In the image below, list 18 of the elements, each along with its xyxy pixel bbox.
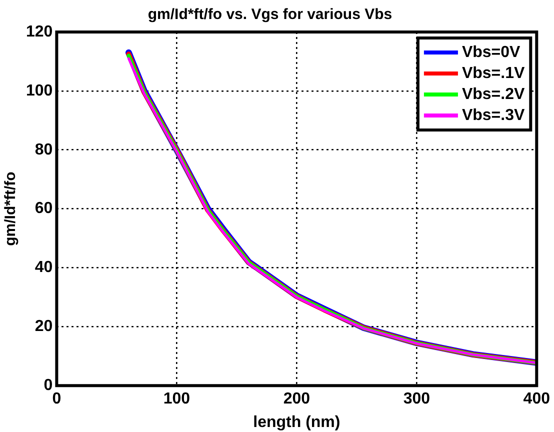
chart-title: gm/Id*ft/fo vs. Vgs for various Vbs [148,6,392,24]
x-tick-label: 300 [403,390,430,408]
y-tick-label: 40 [34,259,53,276]
x-tick-label: 100 [163,390,190,408]
y-tick-label: 120 [26,23,53,40]
legend-label: Vbs=0V [462,44,521,61]
y-tick-label: 20 [34,318,53,336]
y-axis-title: gm/Id*ft/fo [2,172,20,246]
x-axis-title: length (nm) [253,414,340,431]
legend-label: Vbs=.2V [462,86,525,103]
y-tick-label: 80 [34,141,53,158]
x-tick-label: 200 [283,390,310,408]
y-tick-label: 0 [44,377,53,394]
legend-label: Vbs=.1V [462,64,525,82]
y-tick-label: 60 [34,200,53,218]
legend-label: Vbs=.3V [462,106,525,124]
x-tick-label: 400 [523,390,550,408]
y-tick-label: 100 [26,82,53,100]
